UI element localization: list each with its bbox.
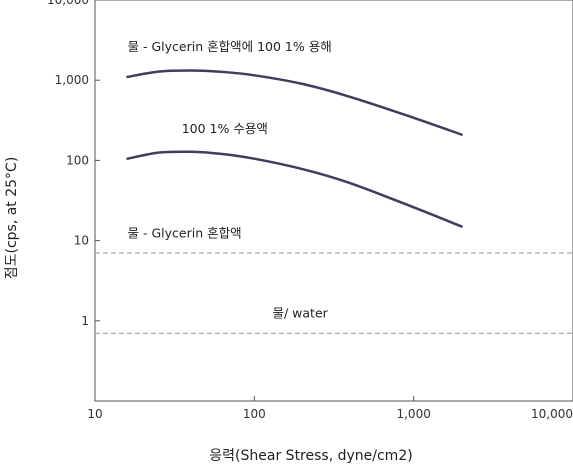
- x-tick-label: 10: [87, 407, 102, 421]
- x-tick-label: 10,000: [531, 407, 573, 421]
- annotation-label: 물/ water: [272, 305, 328, 320]
- x-tick-label: 1,000: [396, 407, 430, 421]
- y-axis-title: 점도(cps, at 25°C): [4, 157, 20, 280]
- y-tick-label: 1,000: [55, 73, 89, 87]
- x-tick-label: 100: [243, 407, 266, 421]
- series-line-1: [126, 150, 463, 228]
- annotation-label: 100 1% 수용액: [182, 121, 268, 136]
- annotation-label: 물 - Glycerin 혼합액에 100 1% 용해: [128, 39, 332, 54]
- annotation-label: 물 - Glycerin 혼합액: [128, 225, 242, 240]
- x-axis-title: 응력(Shear Stress, dyne/cm2): [209, 448, 412, 464]
- plot-area: [94, 0, 573, 402]
- series-line-0: [126, 69, 463, 136]
- y-tick-label: 100: [66, 153, 89, 167]
- y-tick-label: 10: [74, 234, 89, 248]
- y-tick-label: 10,000: [47, 0, 89, 7]
- y-tick-label: 1: [81, 314, 89, 328]
